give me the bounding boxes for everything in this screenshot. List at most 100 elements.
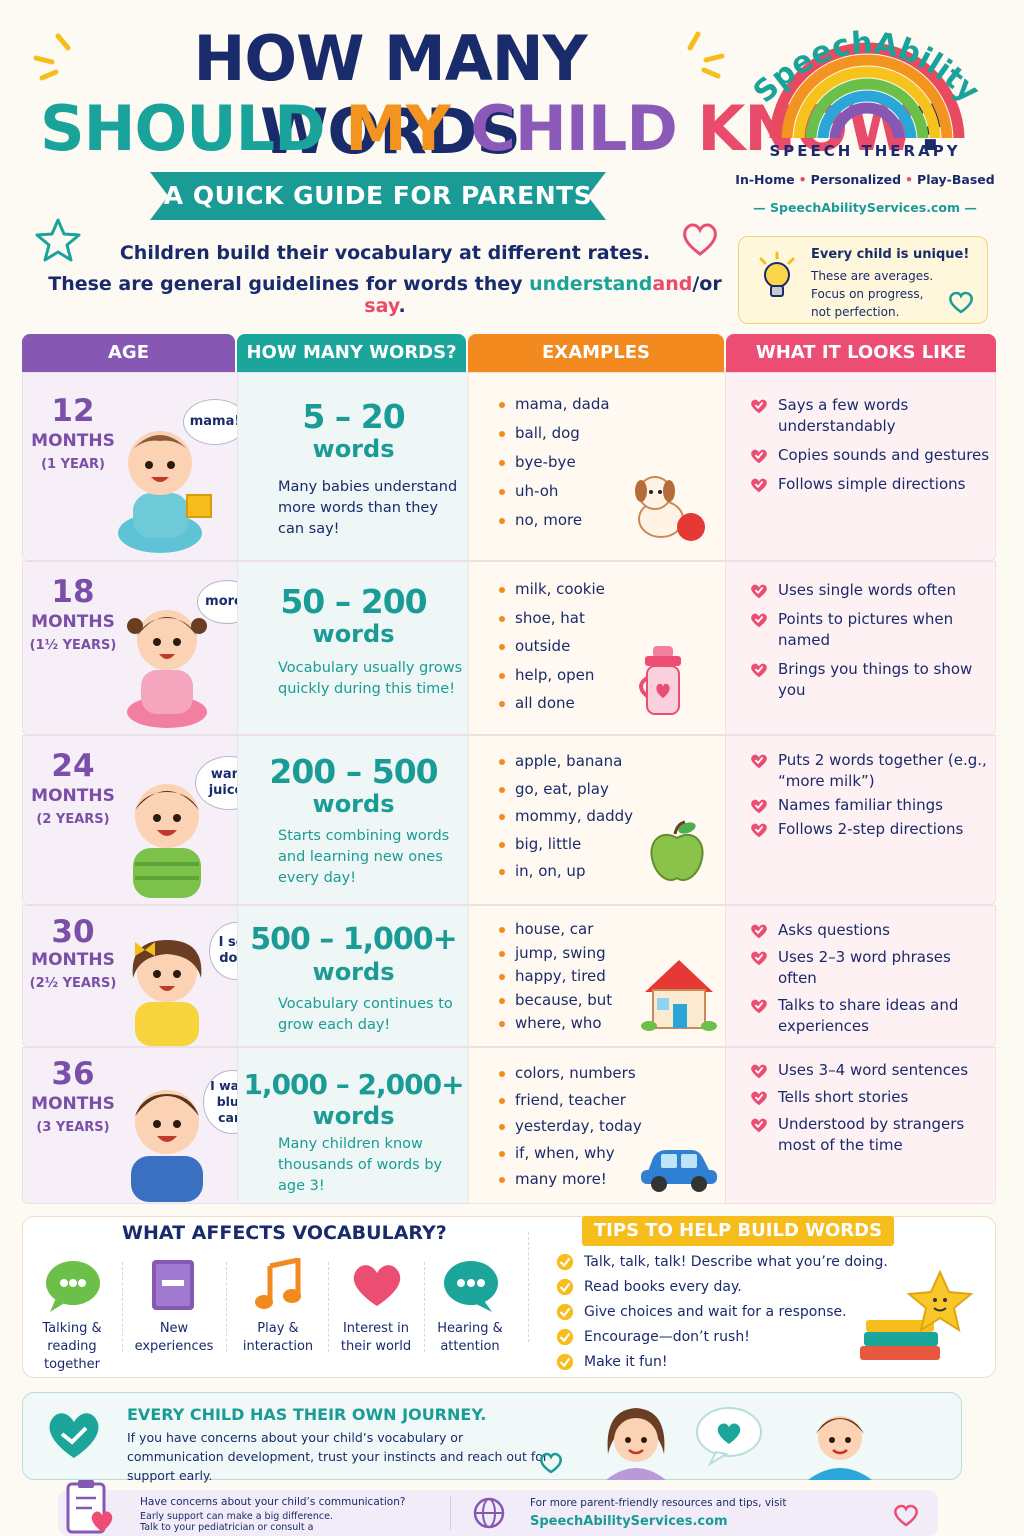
heart-check-icon xyxy=(751,613,767,628)
list-item: in, on, up xyxy=(499,862,633,890)
tip-body: These are averages. Focus on progress, not… xyxy=(811,269,934,319)
intro-line-2: These are general guidelines for words t… xyxy=(48,273,722,317)
list-item: Puts 2 words together (e.g., “more milk”… xyxy=(750,750,990,792)
brand-subtitle: SPEECH THERAPY xyxy=(769,142,961,160)
age-years: (1½ YEARS) xyxy=(29,638,117,653)
table-row: 12 MONTHS (1 YEAR) mama! 5 – 20 words Ma… xyxy=(22,372,996,561)
footer: Have concerns about your child’s communi… xyxy=(58,1480,938,1536)
examples-list: mama, dada ball, dog bye-bye uh-oh no, m… xyxy=(499,395,610,540)
word-unit: words xyxy=(312,790,395,818)
list-item: happy, tired xyxy=(499,967,612,991)
list-item: help, open xyxy=(499,666,605,695)
table-row: 30 MONTHS (2½ YEARS) I see dog! 500 – 1,… xyxy=(22,905,996,1047)
sparkle-right-icon xyxy=(687,31,725,79)
age-years: (2½ YEARS) xyxy=(29,976,117,991)
list-item: Talks to share ideas and experiences xyxy=(750,995,990,1037)
age-months: MONTHS xyxy=(31,1094,115,1114)
list-item: if, when, why xyxy=(499,1144,642,1171)
list-item: Understood by strangers most of the time xyxy=(750,1114,990,1156)
heart-check-icon xyxy=(751,399,767,414)
age-months: MONTHS xyxy=(31,431,115,451)
word-unit: words xyxy=(312,1102,395,1130)
heart-check-icon xyxy=(751,1118,767,1133)
list-item: uh-oh xyxy=(499,482,610,511)
list-item: Make it fun! xyxy=(556,1352,888,1377)
word-range: 5 – 20 xyxy=(302,397,405,436)
list-item: Give choices and wait for a response. xyxy=(556,1302,888,1327)
list-item: many more! xyxy=(499,1170,642,1197)
list-item: shoe, hat xyxy=(499,609,605,638)
header-age: AGE xyxy=(22,334,235,372)
word-unit: words xyxy=(312,958,395,986)
list-item: Talk, talk, talk! Describe what you’re d… xyxy=(556,1252,888,1277)
subtitle-ribbon: A QUICK GUIDE FOR PARENTS xyxy=(150,172,606,220)
list-item: Encourage—don’t rush! xyxy=(556,1327,888,1352)
footer-concerns-title: Have concerns about your child’s communi… xyxy=(140,1496,406,1508)
journey-title: EVERY CHILD HAS THEIR OWN JOURNEY. xyxy=(127,1405,487,1424)
list-item: Brings you things to show you xyxy=(750,659,990,701)
list-item: go, eat, play xyxy=(499,780,633,808)
clipboard-heart-icon xyxy=(66,1480,113,1534)
list-item: big, little xyxy=(499,835,633,863)
star-books-icon xyxy=(860,1269,974,1360)
age-months: MONTHS xyxy=(31,612,115,632)
brand-url[interactable]: — SpeechAbilityServices.com — xyxy=(753,200,977,215)
speech-dots-icon xyxy=(444,1261,498,1312)
baby-illustration xyxy=(118,431,212,553)
list-item: Names familiar things xyxy=(750,795,990,816)
affects-title: WHAT AFFECTS VOCABULARY? xyxy=(122,1222,447,1244)
divider xyxy=(528,1232,529,1342)
heart-outline-icon xyxy=(540,1452,562,1474)
table-row: 36 MONTHS (3 YEARS) I want blue car! 1,0… xyxy=(22,1047,996,1204)
child-boy-illustration xyxy=(131,1090,203,1202)
heart-check-icon xyxy=(751,823,767,838)
age-number: 24 xyxy=(51,748,95,784)
examples-list: apple, banana go, eat, play mommy, daddy… xyxy=(499,752,633,890)
list-item: Asks questions xyxy=(750,920,990,941)
music-note-icon xyxy=(255,1258,301,1309)
word-range: 500 – 1,000+ xyxy=(250,922,458,957)
list-item: friend, teacher xyxy=(499,1091,642,1118)
header-word-count: HOW MANY WORDS? xyxy=(237,334,466,372)
divider xyxy=(122,1262,123,1352)
brand-tags: In-Home • Personalized • Play-Based xyxy=(735,172,995,187)
header-examples: EXAMPLES xyxy=(468,334,724,372)
list-item: Tells short stories xyxy=(750,1087,990,1108)
list-item: house, car xyxy=(499,920,612,944)
list-item: Read books every day. xyxy=(556,1277,888,1302)
age-months: MONTHS xyxy=(31,786,115,806)
age-months: MONTHS xyxy=(31,950,115,970)
mother-illustration xyxy=(606,1408,666,1480)
book-icon xyxy=(152,1260,194,1310)
chat-bubble-icon xyxy=(46,1261,100,1312)
tips-title: TIPS TO HELP BUILD WORDS xyxy=(582,1216,894,1246)
list-item: Uses 3–4 word sentences xyxy=(750,1060,990,1081)
heart-check-icon xyxy=(751,999,767,1014)
word-range: 1,000 – 2,000+ xyxy=(243,1068,464,1101)
check-circle-icon xyxy=(556,1278,574,1296)
list-item: Copies sounds and gestures xyxy=(750,445,990,466)
toddler-boy-illustration xyxy=(133,784,201,898)
word-note: Many children know thousands of words by… xyxy=(278,1136,443,1194)
word-note: Vocabulary continues to grow each day! xyxy=(278,996,453,1033)
toy-car-icon xyxy=(641,1150,717,1192)
list-item: Points to pictures when named xyxy=(750,609,990,651)
lightbulb-icon xyxy=(759,251,795,297)
list-item: mommy, daddy xyxy=(499,807,633,835)
journey-panel xyxy=(22,1392,962,1480)
list-item: Follows 2-step directions xyxy=(750,819,990,840)
list-item: apple, banana xyxy=(499,752,633,780)
list-item: because, but xyxy=(499,991,612,1015)
list-item: where, who xyxy=(499,1014,612,1038)
age-years: (1 YEAR) xyxy=(41,457,105,472)
heart-check-icon xyxy=(751,1064,767,1079)
puppy-ball-icon xyxy=(635,476,705,541)
word-range: 200 – 500 xyxy=(269,752,438,791)
heart-check-icon xyxy=(751,754,767,769)
brand-logo: SpeechAbility xyxy=(747,26,986,138)
header-what-it-looks-like: WHAT IT LOOKS LIKE xyxy=(726,334,996,372)
list-item: Uses 2–3 word phrases often xyxy=(750,947,990,989)
footer-url-link[interactable]: SpeechAbilityServices.com xyxy=(530,1514,728,1529)
examples-list: house, car jump, swing happy, tired beca… xyxy=(499,920,612,1038)
toddler-girl-illustration xyxy=(127,610,207,728)
